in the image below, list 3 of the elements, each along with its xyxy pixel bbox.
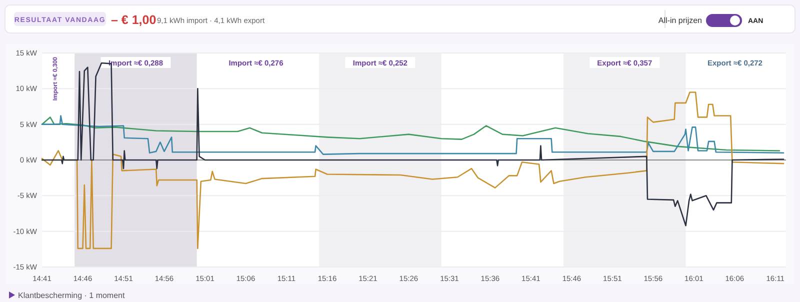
chart-subtitle: – € 1,00 <box>111 13 156 27</box>
text: Klantbescherming · 1 moment <box>18 291 126 300</box>
text: All-in prijzen <box>658 16 702 25</box>
